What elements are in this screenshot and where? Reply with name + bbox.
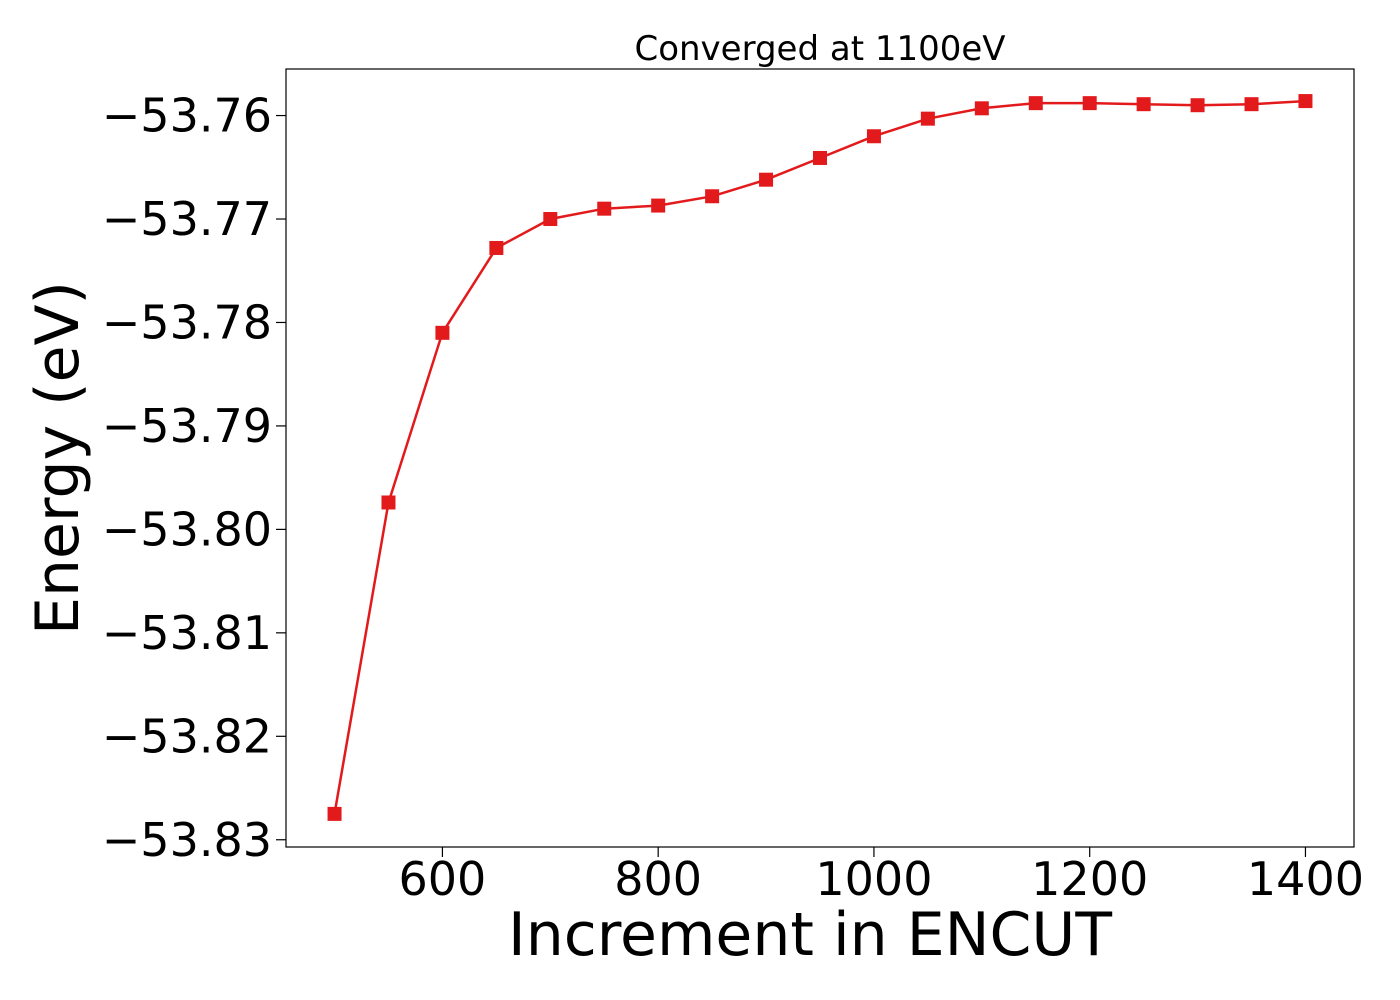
x-tick-label: 600 — [399, 852, 487, 906]
data-point-marker — [866, 129, 881, 144]
data-point-marker — [1136, 97, 1151, 112]
x-axis: 600 800 1000 1200 1400 — [399, 847, 1364, 906]
data-point-marker — [1190, 98, 1205, 113]
series-layer — [327, 94, 1313, 821]
data-point-marker — [1028, 96, 1043, 111]
data-point-marker — [813, 150, 827, 165]
data-point-marker — [1298, 94, 1313, 109]
y-tick-label: −53.81 — [102, 606, 272, 660]
y-tick-label: −53.83 — [102, 813, 272, 867]
x-tick-label: 1400 — [1247, 852, 1364, 906]
y-tick-label: −53.80 — [102, 502, 272, 556]
y-tick-label: −53.79 — [102, 399, 272, 453]
data-point-marker — [1244, 97, 1259, 112]
data-point-marker — [597, 201, 612, 216]
x-axis-label: Increment in ENCUT — [508, 900, 1112, 970]
data-point-marker — [920, 111, 935, 126]
data-point-marker — [974, 101, 989, 116]
x-tick-label: 1000 — [815, 852, 932, 906]
data-point-marker — [1082, 96, 1097, 111]
y-axis-label: Energy (eV) — [23, 281, 93, 635]
chart-title: Converged at 1100eV — [634, 29, 1005, 69]
data-point-marker — [327, 806, 342, 821]
x-tick-label: 1200 — [1031, 852, 1148, 906]
plot-area — [285, 68, 1355, 848]
y-tick-label: −53.77 — [102, 192, 272, 246]
y-tick-label: −53.78 — [102, 295, 272, 349]
data-point-marker — [381, 495, 396, 510]
x-tick-label: 800 — [614, 852, 702, 906]
y-tick-label: −53.82 — [102, 709, 272, 763]
y-axis: −53.76 −53.77 −53.78 −53.79 −53.80 −53.81 −53.… — [102, 89, 286, 867]
data-point-marker — [489, 240, 504, 255]
data-point-marker — [759, 172, 774, 187]
data-point-marker — [543, 212, 558, 227]
data-point-marker — [435, 325, 450, 340]
data-point-marker — [651, 198, 666, 213]
data-point-marker — [705, 189, 720, 204]
y-tick-label: −53.76 — [102, 89, 272, 143]
